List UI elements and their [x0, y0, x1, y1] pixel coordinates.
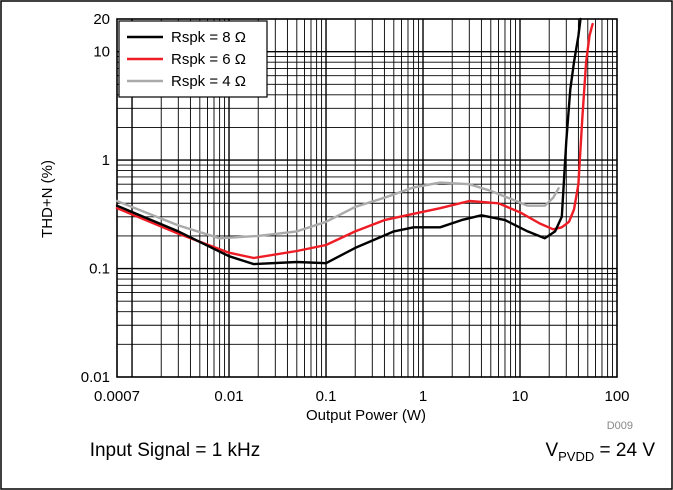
legend-label: Rspk = 8 Ω	[171, 29, 246, 46]
legend: Rspk = 8 Ω Rspk = 6 Ω Rspk = 4 Ω	[118, 20, 268, 98]
x-tick-label: 100	[604, 388, 629, 405]
y-tick-label: 1	[102, 152, 110, 169]
series-line	[115, 22, 594, 260]
x-tick-label: 1	[419, 388, 427, 405]
plot-area	[116, 18, 618, 378]
series-line	[115, 181, 560, 240]
plot-border	[116, 18, 618, 378]
x-tick-label: 0.01	[214, 388, 243, 405]
input-signal-caption: Input Signal = 1 kHz	[89, 440, 261, 461]
y-tick-label: 0.01	[81, 369, 110, 386]
y-tick-label: 0.1	[89, 261, 110, 278]
y-tick-label: 10	[93, 44, 110, 61]
legend-label: Rspk = 4 Ω	[171, 73, 246, 90]
voltage-value: = 24 V	[594, 440, 655, 461]
voltage-symbol: V	[545, 440, 559, 461]
x-tick-label: 0.0007	[94, 388, 140, 405]
x-tick-label: 0.1	[316, 388, 337, 405]
voltage-subscript: PVDD	[558, 448, 595, 464]
x-tick-labels: 0.0007 0.01 0.1 1 10 100	[94, 388, 629, 405]
series-layer	[115, 17, 594, 266]
y-tick-label: 20	[93, 11, 110, 28]
supply-voltage-caption: VPVDD = 24 V	[545, 440, 655, 468]
series-line	[115, 17, 582, 266]
y-tick-labels: 0.01 0.1 1 10 20	[81, 11, 110, 386]
x-tick-label: 10	[512, 388, 529, 405]
figure-code: D009	[607, 420, 633, 432]
x-axis-label: Output Power (W)	[306, 407, 426, 424]
y-axis-label: THD+N (%)	[39, 160, 56, 238]
legend-label: Rspk = 6 Ω	[171, 51, 246, 68]
